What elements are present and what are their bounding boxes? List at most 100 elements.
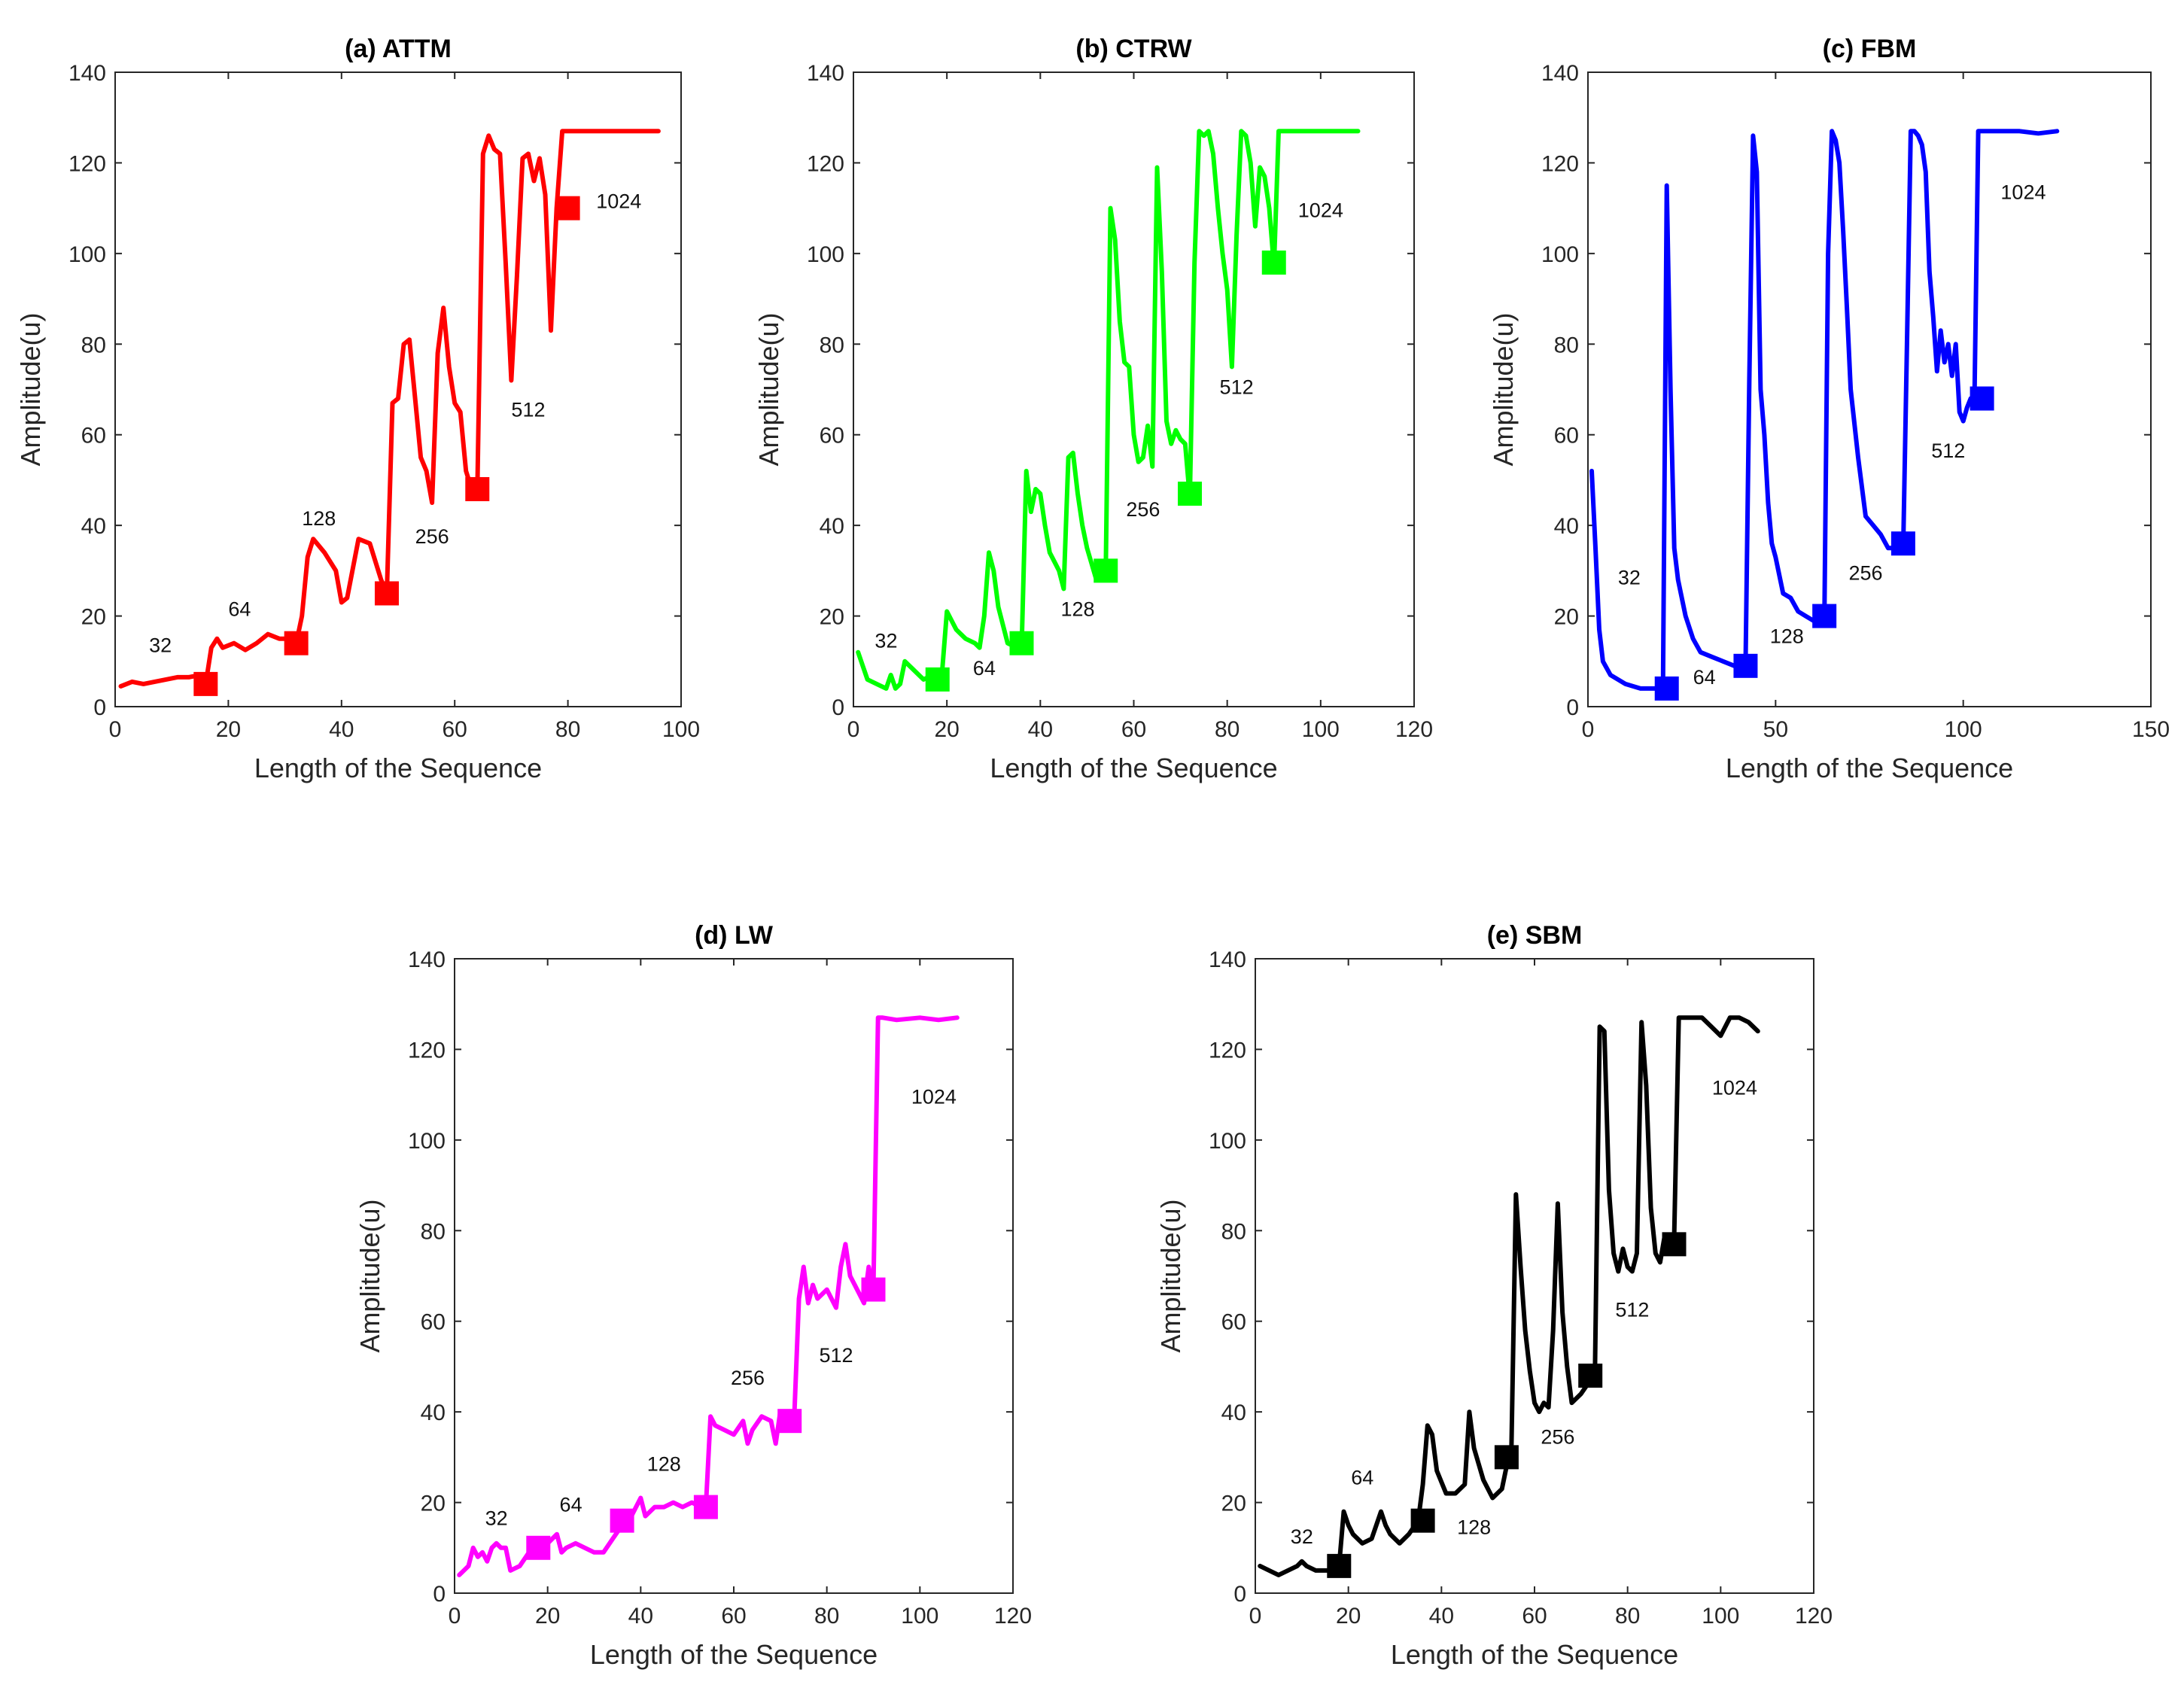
x-tick-label: 100	[662, 717, 700, 742]
annotation-label: 512	[1220, 376, 1254, 399]
square-marker	[1410, 1508, 1435, 1533]
annotation-label: 128	[1060, 598, 1094, 621]
y-tick-label: 0	[93, 695, 106, 720]
y-tick-label: 100	[68, 242, 106, 267]
annotation-label: 256	[1541, 1425, 1574, 1448]
x-tick-label: 80	[555, 717, 580, 742]
y-tick-label: 20	[820, 605, 844, 630]
y-tick-label: 60	[1554, 424, 1579, 449]
y-tick-label: 80	[421, 1219, 446, 1244]
annotation-label: 32	[1291, 1525, 1313, 1548]
y-tick-label: 20	[81, 605, 106, 630]
y-tick-label: 80	[1554, 333, 1579, 357]
annotation-label: 512	[511, 399, 545, 421]
y-tick-label: 40	[1221, 1400, 1246, 1425]
x-tick-label: 40	[1429, 1604, 1454, 1629]
square-marker	[465, 476, 490, 501]
y-axis-label: Amplitude(u)	[1155, 1199, 1186, 1352]
annotation-label: 256	[1848, 561, 1882, 584]
x-tick-label: 120	[1395, 717, 1433, 742]
x-tick-label: 100	[901, 1604, 938, 1629]
y-axis-label: Amplitude(u)	[1488, 312, 1519, 466]
x-tick-label: 80	[814, 1604, 839, 1629]
y-tick-label: 0	[832, 695, 844, 720]
axes-box	[1255, 958, 1814, 1594]
x-tick-label: 20	[934, 717, 959, 742]
x-axis-label: Length of the Sequence	[990, 753, 1277, 783]
x-tick-label: 0	[1582, 717, 1595, 742]
annotation-label: 1024	[596, 190, 641, 213]
x-tick-label: 50	[1763, 717, 1788, 742]
y-tick-label: 20	[1554, 605, 1579, 630]
y-tick-label: 100	[807, 242, 844, 267]
x-tick-label: 20	[535, 1604, 560, 1629]
y-tick-label: 40	[81, 514, 106, 539]
y-tick-label: 60	[1221, 1310, 1246, 1335]
annotation-label: 32	[1618, 566, 1641, 588]
square-marker	[777, 1409, 802, 1434]
x-axis-label: Length of the Sequence	[1391, 1639, 1678, 1670]
x-tick-label: 0	[847, 717, 860, 742]
x-tick-label: 20	[216, 717, 241, 742]
annotation-label: 128	[1770, 625, 1804, 648]
square-marker	[1812, 604, 1837, 628]
series-line-fbm	[1589, 129, 2060, 691]
square-marker	[1094, 558, 1118, 583]
square-marker	[1494, 1445, 1519, 1470]
annotation-label: 256	[415, 525, 449, 548]
square-marker	[526, 1535, 551, 1560]
axes-box	[853, 71, 1415, 707]
chart-panel-3: 0 50 100 150 0 20 40 60 80 100 120 140 (c) FBM Length…	[1488, 35, 2170, 783]
y-tick-label: 40	[1554, 514, 1579, 539]
square-marker	[861, 1277, 886, 1302]
x-axis-label: Length of the Sequence	[254, 753, 542, 783]
x-tick-label: 120	[1795, 1604, 1833, 1629]
chart-panel-1: 0 20 40 60 80 100 0 20 40 60 80 100 120 140 (a) ATTM Le…	[15, 35, 700, 783]
square-marker	[374, 581, 399, 606]
y-tick-label: 100	[1541, 242, 1579, 267]
square-marker	[1009, 631, 1034, 655]
square-marker	[1327, 1553, 1352, 1578]
y-tick-label: 0	[1233, 1582, 1246, 1607]
annotation-label: 32	[149, 634, 172, 657]
y-tick-label: 140	[1209, 947, 1246, 972]
y-tick-label: 40	[820, 514, 844, 539]
chart-title: (b) CTRW	[1075, 35, 1192, 63]
square-marker	[1733, 653, 1758, 678]
x-tick-label: 60	[1121, 717, 1146, 742]
annotation-label: 32	[875, 630, 897, 652]
series-line-sbm	[1258, 1015, 1760, 1577]
series-line-attm	[118, 129, 661, 689]
x-tick-label: 0	[1249, 1604, 1262, 1629]
y-tick-label: 40	[421, 1400, 446, 1425]
y-tick-label: 80	[81, 333, 106, 357]
square-marker	[1662, 1232, 1687, 1257]
x-tick-label: 60	[1522, 1604, 1547, 1629]
chart-title: (e) SBM	[1487, 921, 1583, 950]
square-marker	[1890, 531, 1915, 556]
annotation-label: 512	[820, 1344, 853, 1367]
y-axis-label: Amplitude(u)	[15, 312, 46, 466]
chart-title: (c) FBM	[1823, 35, 1917, 63]
annotation-label: 1024	[2000, 181, 2046, 204]
square-marker	[284, 631, 309, 655]
annotation-label: 64	[1351, 1466, 1373, 1489]
annotation-label: 256	[731, 1367, 765, 1389]
annotation-label: 128	[302, 507, 336, 530]
x-tick-label: 20	[1336, 1604, 1361, 1629]
x-tick-label: 60	[721, 1604, 746, 1629]
annotation-label: 128	[647, 1452, 681, 1475]
x-tick-label: 60	[443, 717, 467, 742]
y-tick-label: 60	[81, 424, 106, 449]
x-tick-label: 80	[1215, 717, 1240, 742]
x-tick-label: 100	[1702, 1604, 1739, 1629]
y-tick-label: 140	[1541, 61, 1579, 86]
square-marker	[1578, 1363, 1603, 1388]
y-tick-label: 140	[68, 61, 106, 86]
annotation-label: 1024	[1298, 199, 1343, 222]
x-axis-label: Length of the Sequence	[1726, 753, 2013, 783]
square-marker	[1178, 481, 1202, 506]
square-marker	[1970, 386, 1994, 411]
y-tick-label: 20	[421, 1492, 446, 1516]
